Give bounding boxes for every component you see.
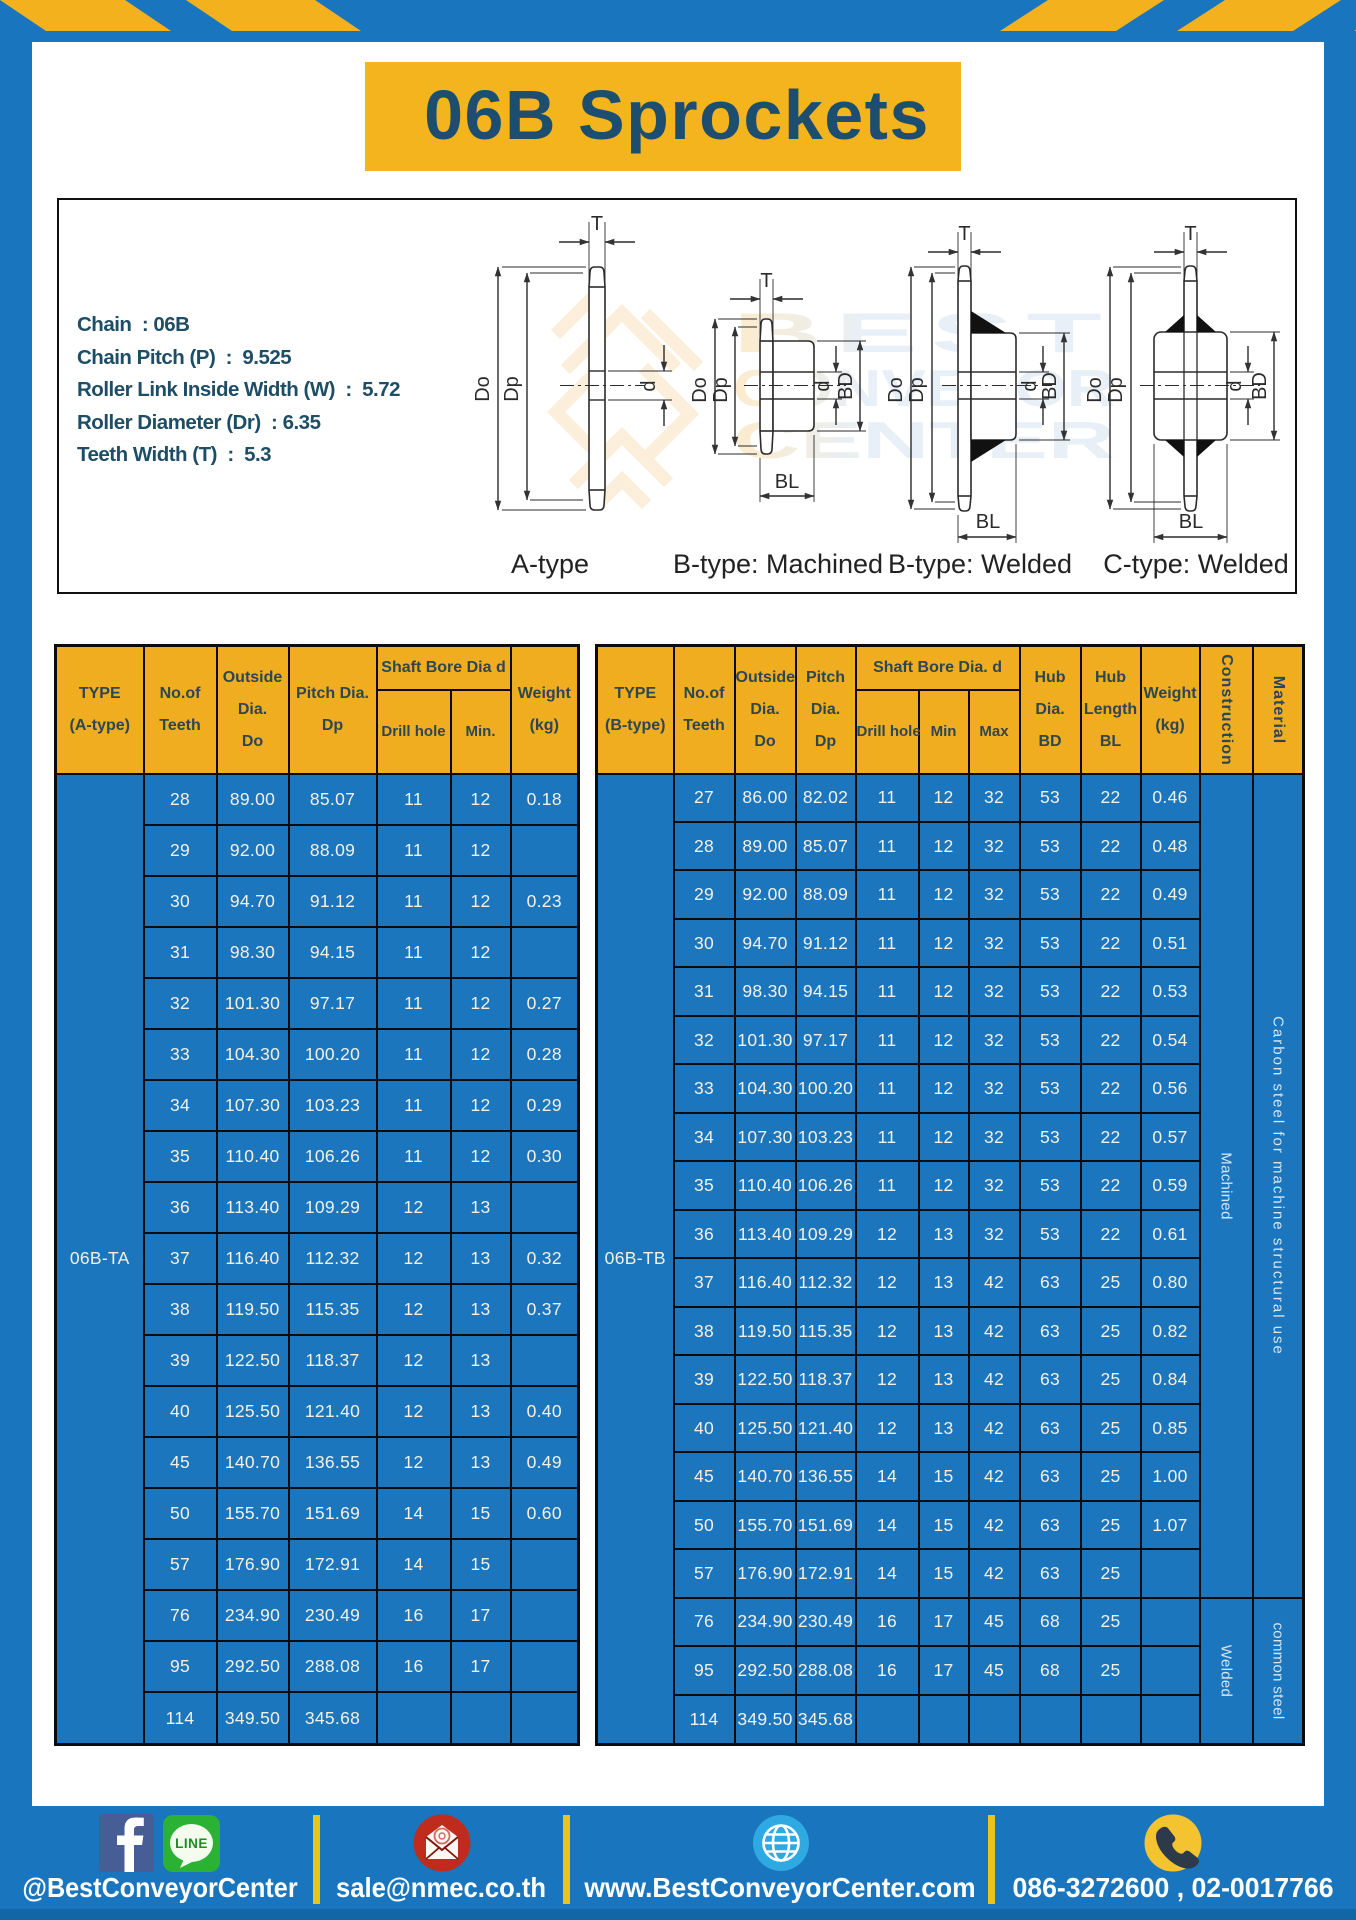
- svg-text:Do: Do: [1084, 377, 1106, 403]
- svg-text:d: d: [638, 380, 660, 391]
- svg-text:B-type: Welded: B-type: Welded: [888, 549, 1072, 579]
- svg-text:T: T: [1184, 223, 1196, 245]
- svg-text:BD: BD: [1039, 372, 1061, 400]
- svg-text:B-type: Machined: B-type: Machined: [673, 549, 883, 579]
- svg-text:d: d: [812, 380, 834, 391]
- svg-text:d: d: [1019, 380, 1041, 391]
- svg-text:Dp: Dp: [501, 376, 523, 402]
- svg-text:T: T: [760, 270, 772, 292]
- svg-text:Dp: Dp: [906, 377, 928, 403]
- svg-text:Dp: Dp: [1105, 377, 1127, 403]
- svg-text:BL: BL: [1179, 511, 1203, 533]
- svg-text:Dp: Dp: [710, 377, 732, 403]
- svg-text:BL: BL: [775, 471, 799, 493]
- svg-text:d: d: [1224, 380, 1246, 391]
- svg-text:Do: Do: [689, 377, 711, 403]
- svg-text:LINE: LINE: [175, 1836, 208, 1851]
- svg-text:T: T: [591, 213, 603, 235]
- svg-text:A-type: A-type: [511, 549, 589, 579]
- svg-text:Do: Do: [885, 377, 907, 403]
- svg-text:T: T: [958, 223, 970, 245]
- svg-text:C-type: Welded: C-type: Welded: [1103, 549, 1289, 579]
- svg-text:BL: BL: [976, 511, 1000, 533]
- svg-text:BD: BD: [835, 372, 857, 400]
- svg-text:Do: Do: [472, 376, 494, 402]
- svg-text:BD: BD: [1249, 372, 1271, 400]
